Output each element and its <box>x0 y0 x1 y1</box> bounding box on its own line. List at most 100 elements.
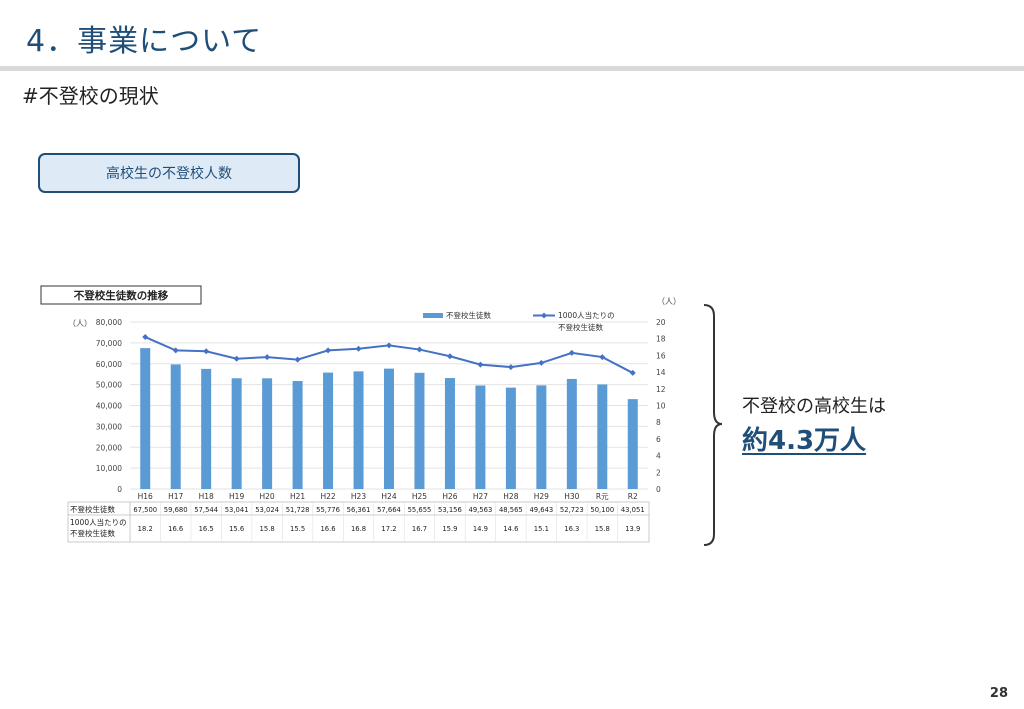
y-tick-label: 30,000 <box>96 422 122 431</box>
table-cell-count: 53,156 <box>438 506 462 514</box>
table-cell-count: 57,544 <box>194 506 218 514</box>
rate-point-H27 <box>477 361 484 368</box>
y2-tick-label: 4 <box>656 452 661 461</box>
title-divider <box>0 66 1024 71</box>
x-tick-label: H23 <box>351 492 366 501</box>
table-cell-rate: 16.6 <box>320 525 335 533</box>
bar-H26 <box>444 378 455 489</box>
bar-H23 <box>353 371 364 489</box>
bar-H20 <box>262 378 273 489</box>
table-cell-rate: 14.9 <box>473 525 488 533</box>
table-cell-count: 48,565 <box>499 506 523 514</box>
rate-point-H16 <box>142 334 149 341</box>
table-cell-count: 67,500 <box>133 506 157 514</box>
x-tick-label: H29 <box>534 492 549 501</box>
y2-tick-label: 2 <box>656 468 661 477</box>
table-cell-rate: 13.9 <box>625 525 640 533</box>
y-tick-label: 50,000 <box>96 381 122 390</box>
table-cell-count: 56,361 <box>347 506 371 514</box>
legend-bar-swatch <box>423 313 443 318</box>
chart-title: 不登校生徒数の推移 <box>74 289 169 302</box>
y-tick-label: 80,000 <box>96 318 122 327</box>
table-cell-rate: 16.8 <box>351 525 366 533</box>
bar-H18 <box>201 368 212 489</box>
bar-H27 <box>475 385 486 489</box>
x-tick-label: H19 <box>229 492 244 501</box>
table-cell-count: 49,643 <box>529 506 553 514</box>
y-tick-label: 10,000 <box>96 464 122 473</box>
table-cell-count: 55,655 <box>408 506 432 514</box>
rate-point-H28 <box>507 364 514 371</box>
bar-R2 <box>627 399 638 489</box>
y2-tick-label: 18 <box>656 335 666 344</box>
y2-tick-label: 14 <box>656 368 666 377</box>
bar-H17 <box>170 364 181 489</box>
table-cell-rate: 18.2 <box>138 525 153 533</box>
legend-line-label: 不登校生徒数 <box>558 322 603 332</box>
y2-tick-label: 20 <box>656 318 666 327</box>
x-tick-label: H25 <box>412 492 427 501</box>
legend-line-marker <box>541 312 547 319</box>
topic-pill: 高校生の不登校人数 <box>38 153 300 193</box>
y-tick-label: 40,000 <box>96 402 122 411</box>
x-tick-label: H30 <box>564 492 579 501</box>
table-cell-rate: 16.7 <box>412 525 427 533</box>
brace-icon <box>703 304 723 546</box>
table-row-label: 1000人当たりの <box>70 517 127 527</box>
bar-H19 <box>231 378 242 489</box>
y-tick-label: 0 <box>117 485 122 494</box>
rate-point-H30 <box>568 349 575 356</box>
y2-tick-label: 8 <box>656 418 661 427</box>
table-cell-rate: 17.2 <box>381 525 396 533</box>
table-cell-rate: 15.6 <box>229 525 244 533</box>
y2-tick-label: 16 <box>656 351 666 360</box>
callout-highlight: 約4.3万人 <box>742 426 867 456</box>
table-cell-count: 43,051 <box>621 506 645 514</box>
x-tick-label: R元 <box>596 492 609 501</box>
topic-pill-label: 高校生の不登校人数 <box>106 166 232 182</box>
rate-point-H24 <box>386 342 392 349</box>
rate-point-H17 <box>172 347 179 354</box>
chart-title-box <box>40 285 202 305</box>
slide-title: 4．事業について <box>26 24 263 59</box>
table-cell-count: 55,776 <box>316 506 340 514</box>
y2-tick-label: 10 <box>656 402 666 411</box>
y2-tick-label: 12 <box>656 385 666 394</box>
bar-H25 <box>414 372 425 489</box>
rate-point-H25 <box>416 346 423 353</box>
x-tick-label: R2 <box>628 492 638 501</box>
rate-point-H21 <box>294 356 301 363</box>
x-tick-label: H21 <box>290 492 305 501</box>
x-tick-label: H18 <box>199 492 214 501</box>
x-tick-label: H26 <box>442 492 457 501</box>
y2-tick-label: 0 <box>656 485 661 494</box>
table-cell-rate: 16.3 <box>564 525 579 533</box>
rate-point-R2 <box>629 369 636 376</box>
table-cell-rate: 16.5 <box>199 525 214 533</box>
table-cell-rate: 14.6 <box>503 525 518 533</box>
callout-text: 不登校の高校生は <box>742 396 886 417</box>
table-cell-rate: 15.9 <box>442 525 457 533</box>
bar-H30 <box>566 378 577 489</box>
table-cell-rate: 16.6 <box>168 525 183 533</box>
y-tick-label: 60,000 <box>96 360 122 369</box>
bar-H24 <box>384 368 394 489</box>
table-row-label: 不登校生徒数 <box>70 504 115 514</box>
x-tick-label: H17 <box>168 492 183 501</box>
left-axis-unit: （人） <box>68 319 92 328</box>
x-tick-label: H27 <box>473 492 488 501</box>
y-tick-label: 20,000 <box>96 443 122 452</box>
table-cell-count: 53,041 <box>225 506 249 514</box>
table-cell-count: 52,723 <box>560 506 584 514</box>
x-tick-label: H16 <box>138 492 153 501</box>
rate-point-H18 <box>203 348 210 355</box>
bar-H22 <box>323 372 334 489</box>
table-cell-count: 50,100 <box>590 506 614 514</box>
table-cell-count: 53,024 <box>255 506 279 514</box>
data-table-border <box>67 501 650 543</box>
x-tick-label: H28 <box>503 492 518 501</box>
bar-H28 <box>505 387 516 489</box>
table-row-label: 不登校生徒数 <box>70 528 115 538</box>
table-cell-count: 59,680 <box>164 506 188 514</box>
rate-point-H20 <box>264 354 271 361</box>
